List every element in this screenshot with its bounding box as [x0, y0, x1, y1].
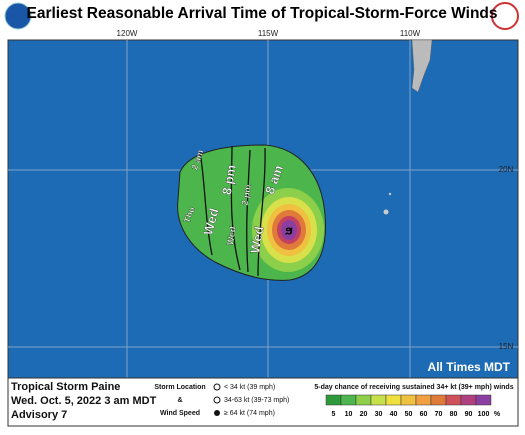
legend-label: Wind Speed — [160, 410, 200, 417]
scale-cell — [370, 394, 387, 406]
scale-title: 5-day chance of receiving sustained 34+ … — [314, 384, 513, 391]
legend-item: 34-63 kt (39-73 mph) — [224, 397, 289, 404]
advisory-number: Advisory 7 — [11, 409, 67, 421]
scale-label: 20 — [360, 411, 368, 418]
contour-time: 8 pm — [219, 164, 239, 196]
legend-symbol — [214, 410, 220, 416]
lon-label: 120W — [117, 29, 138, 38]
scale-cell — [460, 394, 477, 406]
land — [411, 39, 433, 93]
legend-symbol — [213, 383, 221, 391]
nws-logo — [491, 2, 519, 30]
scale-label: 30 — [375, 411, 383, 418]
legend-item: ≥ 64 kt (74 mph) — [224, 410, 275, 417]
noaa-logo — [4, 2, 32, 30]
lat-label: 20N — [499, 165, 514, 174]
storm-name: Tropical Storm Paine — [11, 381, 120, 393]
scale-cell — [385, 394, 402, 406]
scale-label: 40 — [390, 411, 398, 418]
scale-cell — [340, 394, 357, 406]
prob-ring — [281, 220, 297, 240]
scale-cell — [355, 394, 372, 406]
contour-line — [230, 145, 241, 271]
advisory-date: Wed. Oct. 5, 2022 3 am MDT — [11, 395, 157, 407]
scale-cell — [430, 394, 447, 406]
color-scale: 5 10 20 30 40 50 60 70 80 90 100% — [325, 394, 501, 418]
scale-cell — [445, 394, 462, 406]
time-note: All Times MDT — [428, 360, 511, 374]
scale-label: 70 — [435, 411, 443, 418]
legend-symbol — [213, 396, 221, 404]
lat-label: 15N — [499, 342, 514, 351]
scale-label: 10 — [345, 411, 353, 418]
title: Earliest Reasonable Arrival Time of Trop… — [26, 5, 497, 22]
scale-label: 5 — [332, 411, 336, 418]
contour-day: Wed — [200, 207, 222, 237]
ocean — [7, 39, 519, 379]
scale-label: 80 — [450, 411, 458, 418]
contour-line — [199, 151, 213, 256]
legend-item: < 34 kt (39 mph) — [224, 384, 275, 391]
lon-label: 115W — [258, 29, 279, 38]
lon-label: 110W — [400, 29, 421, 38]
scale-label: 100 — [478, 411, 490, 418]
scale-cell — [475, 394, 492, 406]
island — [383, 209, 389, 215]
scale-label: 90 — [465, 411, 473, 418]
scale-unit: % — [494, 411, 501, 418]
contour-line — [246, 149, 251, 273]
contour-time: 2 pm — [240, 184, 253, 206]
scale-label: 60 — [420, 411, 428, 418]
scale-cell — [325, 394, 342, 406]
contour-line — [257, 147, 266, 277]
storm-symbol: ϧ — [285, 222, 293, 237]
island — [388, 192, 392, 196]
legend-label: Storm Location — [154, 384, 205, 391]
legend-label: & — [177, 397, 182, 404]
scale-cell — [415, 394, 432, 406]
contour-day: Wed — [247, 225, 267, 254]
scale-label: 50 — [405, 411, 413, 418]
scale-cell — [400, 394, 417, 406]
contour-day: Wed — [225, 226, 238, 246]
